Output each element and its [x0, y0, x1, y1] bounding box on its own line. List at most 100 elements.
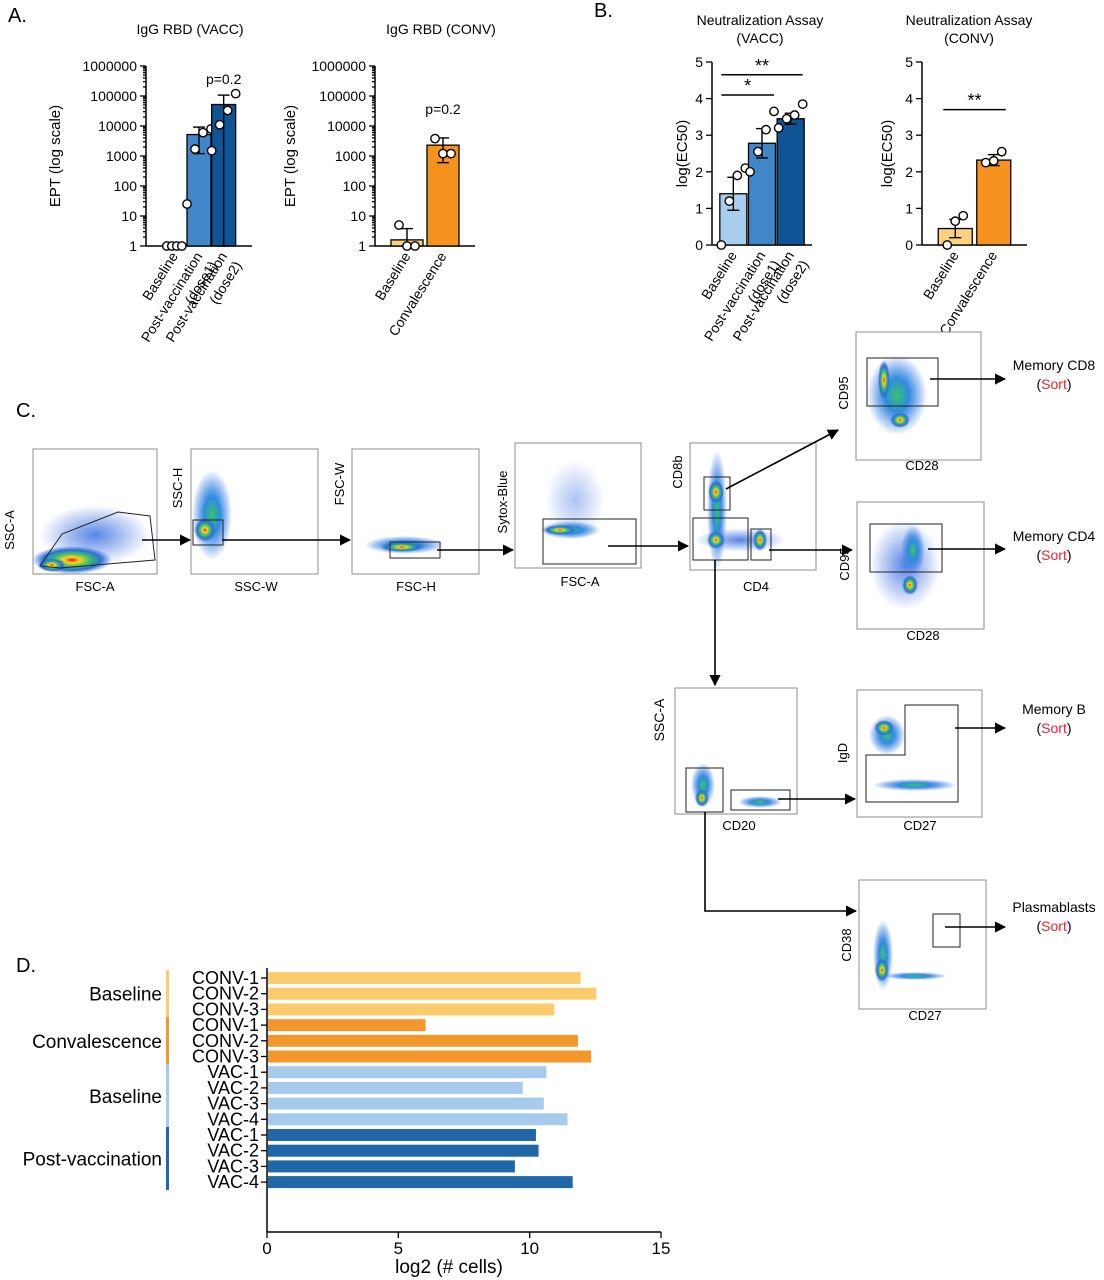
bar — [268, 1019, 426, 1032]
output-label: Memory B — [1022, 701, 1086, 717]
y-tick-label: 1 — [695, 200, 703, 216]
axis-label-y: CD95 — [836, 376, 851, 409]
density-core — [695, 789, 709, 807]
axis-label-x: CD27 — [903, 818, 936, 833]
output-sort: (Sort) — [1036, 376, 1071, 392]
x-axis-label: log2 (# cells) — [395, 1257, 503, 1278]
output-memory-b: Memory B (Sort) — [1022, 701, 1086, 736]
axis-label-y: Sytox-Blue — [495, 471, 510, 534]
row-label: CONV-3 — [192, 1047, 259, 1067]
gating-plot-cd95-cd28-cd8: CD95 CD28 — [836, 331, 982, 473]
panel-label-d: D. — [16, 955, 36, 977]
y-tick-label: 10000 — [98, 118, 137, 134]
plot-frame — [351, 448, 480, 575]
row-label: CONV-1 — [192, 968, 259, 988]
y-tick-label: 4 — [905, 91, 913, 107]
gating-plot-ssca-cd20: SSC-A CD20 — [651, 687, 798, 833]
data-point — [716, 240, 727, 250]
row-label: VAC-3 — [207, 1156, 259, 1176]
bar — [268, 1176, 573, 1189]
density-cloud — [873, 779, 957, 791]
bar — [976, 159, 1012, 246]
row-label: VAC-3 — [207, 1094, 259, 1114]
y-axis-label: EPT (log scale) — [282, 105, 299, 207]
gate-b-cells — [730, 789, 791, 811]
data-point — [190, 144, 200, 154]
data-point — [198, 127, 208, 138]
x-tick-label: 15 — [652, 1239, 671, 1258]
row-label: CONV-2 — [192, 1031, 259, 1051]
y-tick-label: 2 — [695, 164, 703, 180]
axis-label-y: SSC-A — [651, 698, 667, 741]
gate-polygon — [39, 511, 156, 569]
bar — [268, 1113, 568, 1126]
data-point — [176, 241, 187, 251]
y-axis-label: EPT (log scale) — [47, 105, 64, 207]
y-tick-label: 10 — [121, 208, 137, 224]
axis-label-y: FSC-W — [332, 462, 347, 505]
data-point — [781, 113, 792, 124]
gating-plot-ssch-sscw: SSC-H SSC-W — [170, 448, 319, 594]
data-point — [769, 106, 779, 117]
gate-rect — [932, 913, 961, 948]
density-cloud — [901, 525, 925, 575]
bar — [268, 1081, 523, 1094]
significance-label: ** — [755, 56, 769, 76]
data-point — [942, 240, 953, 250]
y-tick-label: 0 — [695, 237, 703, 253]
density-cloud — [545, 460, 605, 540]
data-point — [214, 119, 225, 130]
density-core — [194, 518, 216, 542]
y-tick-label: 10 — [350, 208, 366, 224]
gating-plot-igd-cd27: IgD CD27 — [835, 689, 983, 833]
density-core — [543, 525, 577, 535]
density-core — [874, 720, 894, 736]
chart-neutralization-vacc: Neutralization Assay (VACC) 0 1 2 3 4 5 log(EC50… — [674, 12, 823, 344]
gate-double-neg — [692, 517, 749, 561]
y-tick-label: 100000 — [90, 88, 137, 104]
y-tick-label: 5 — [905, 54, 913, 70]
bar — [268, 1066, 547, 1079]
chart-title: IgG RBD (VACC) — [136, 21, 243, 37]
data-point — [732, 170, 743, 181]
bar — [268, 1129, 536, 1141]
output-sort: (Sort) — [1036, 720, 1071, 736]
gating-plot-sytox-fsca: Sytox-Blue FSC-A — [495, 442, 642, 589]
group-label: Baseline — [89, 985, 162, 1006]
chart-title: (VACC) — [736, 30, 783, 46]
bar — [268, 1050, 592, 1063]
axis-label-y: IgD — [835, 743, 850, 763]
data-point — [789, 110, 800, 120]
gating-plot-cd38-cd27: CD38 CD27 — [839, 879, 987, 1023]
y-tick-label: 100 — [343, 178, 367, 194]
data-point — [182, 199, 192, 209]
y-tick-label: 3 — [905, 127, 913, 143]
y-tick-label: 4 — [695, 91, 703, 107]
bar — [719, 193, 748, 246]
y-tick-label: 5 — [695, 54, 703, 70]
data-point — [446, 148, 456, 159]
data-point — [950, 216, 961, 227]
row-label: VAC-4 — [207, 1109, 259, 1129]
y-axis-label: log(EC50) — [674, 120, 691, 188]
axis-label-y: SSC-H — [170, 468, 185, 508]
y-tick-label: 1000000 — [82, 58, 137, 74]
output-label: Memory CD8 — [1013, 357, 1096, 373]
gate-cd4 — [750, 528, 772, 561]
density-cloud — [883, 972, 947, 980]
density-core — [708, 480, 724, 504]
row-label: VAC-4 — [207, 1172, 259, 1192]
data-point — [773, 122, 784, 133]
y-tick-label: 1 — [129, 238, 137, 254]
data-point — [745, 166, 755, 177]
axis-label-x: CD20 — [722, 818, 755, 833]
data-point — [797, 99, 808, 109]
bar — [268, 1003, 555, 1016]
y-tick-label: 0 — [905, 237, 913, 253]
y-tick-label: 1000000 — [311, 58, 366, 74]
chart-igg-rbd-conv: IgG RBD (CONV) 1 10 100 1000 10000 100000 10000… — [282, 21, 496, 339]
bar — [268, 1034, 578, 1047]
density-core — [380, 542, 424, 552]
row-label: VAC-1 — [207, 1125, 259, 1145]
